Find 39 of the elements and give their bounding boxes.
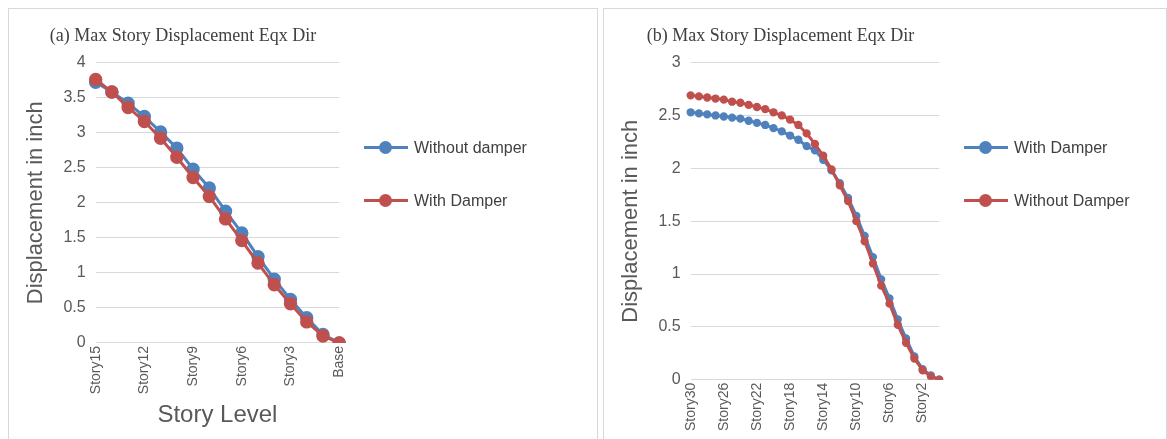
y-tick-label: 3 [76,123,86,141]
y-axis-title: Displacement in inch [22,101,48,305]
x-tick-label: Story2 [913,382,930,424]
y-tick-label: 2.5 [63,158,86,176]
y-tick-label: 2 [76,193,86,211]
y-tick-label: 4 [76,53,86,71]
x-tick-label: Story26 [714,382,731,431]
legend-label: Without Damper [1014,191,1131,211]
y-axis-title: Displacement in inch [617,119,643,323]
x-axis-title: Story Level [157,400,278,428]
x-tick-label: Story3 [281,345,298,387]
y-tick-label: 2 [671,158,681,176]
y-tick-label: 3.5 [63,88,86,106]
x-tick-label: Story6 [232,345,249,387]
x-tick-label: Story22 [747,382,764,431]
x-tick-label: Story6 [880,382,897,424]
y-tick-label: 2.5 [658,105,681,123]
chart-title: (a) Max Story Displacement Eqx Dir [49,24,317,46]
y-tick-label: 3 [671,53,681,71]
y-tick-label: 0.5 [658,317,681,335]
x-tick-label: Story10 [847,382,864,431]
x-tick-label: Story30 [681,382,698,431]
x-tick-label: Story18 [780,382,797,431]
y-tick-label: 1.5 [658,211,681,229]
y-tick-label: 0 [671,370,681,388]
x-tick-label: Story9 [183,345,200,387]
y-tick-label: 0 [76,333,86,351]
y-tick-label: 1 [671,264,681,282]
x-tick-label: Story14 [814,382,831,431]
y-tick-label: 1.5 [63,228,86,246]
y-tick-label: 1 [76,263,86,281]
x-tick-label: Base [330,345,347,378]
legend-label: Without damper [414,138,528,158]
x-tick-label: Story12 [135,345,152,395]
legend-label: With Damper [414,191,509,211]
chart-title: (b) Max Story Displacement Eqx Dir [646,24,915,46]
x-tick-label: Story15 [86,345,103,395]
legend-label: With Damper [1014,138,1109,158]
y-tick-label: 0.5 [63,298,86,316]
